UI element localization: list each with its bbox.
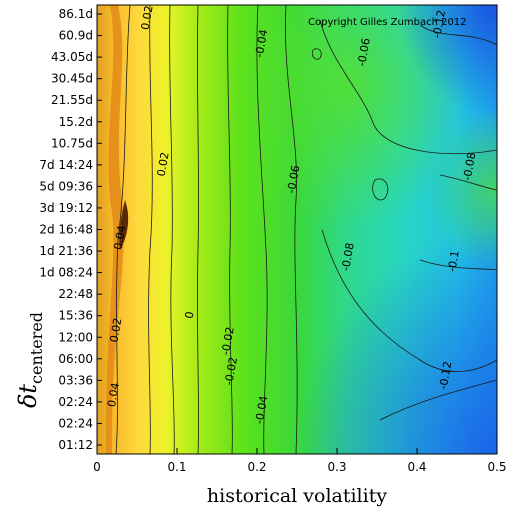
copyright-text: Copyright Gilles Zumbach 2012 [308, 17, 467, 28]
x-tick-label: 0.2 [247, 460, 266, 474]
x-tick-label: 0 [93, 460, 101, 474]
contour-line [227, 5, 233, 454]
y-axis-title-sub: centered [27, 312, 46, 384]
contour-line [419, 24, 497, 46]
contour-label: -0.1 [445, 250, 462, 273]
y-tick-label: 43.05d [51, 50, 93, 64]
contour-label: -0.02 [222, 356, 240, 386]
contour-label: 0.04 [105, 382, 122, 408]
y-tick-label: 1d 08:24 [39, 266, 93, 280]
y-tick-label: 06:00 [58, 352, 93, 366]
contour-label: -0.06 [285, 164, 303, 194]
y-tick-label: 22:48 [58, 287, 93, 301]
plot-area [97, 5, 497, 454]
contour-label: -0.04 [253, 28, 271, 58]
contour-label: -0.12 [437, 360, 455, 390]
y-tick-label: 7d 14:24 [39, 158, 93, 172]
contour-labels: 0.02 0.02 0.04 0.02 0.04 0 -0.02-0.02 -0.04 -0.0… [105, 5, 478, 426]
y-tick-label: 1d 21:36 [39, 244, 93, 258]
contour-line [285, 5, 298, 454]
y-tick-label: 12:00 [58, 330, 93, 344]
contour-line [169, 5, 175, 454]
contour-label: 0 [183, 311, 197, 320]
contour-label: 0.02 [139, 5, 156, 31]
contour-line [372, 178, 389, 201]
x-tick-label: 0.1 [167, 460, 186, 474]
contour-line [197, 5, 199, 454]
contour-label: 0.02 [107, 317, 124, 343]
y-tick-label: 3d 19:12 [39, 201, 93, 215]
contour-label: -0.04 [253, 395, 271, 425]
y-axis-title-main: δt [14, 384, 42, 408]
contour-line [115, 5, 131, 454]
y-tick-label: 30.45d [51, 72, 93, 86]
y-tick-label: 15:36 [58, 309, 93, 323]
contour-line [321, 229, 497, 372]
x-tick-label: 0.4 [407, 460, 426, 474]
contour-label: -0.08 [339, 242, 357, 272]
y-tick-label: 5d 09:36 [39, 179, 93, 193]
contour-line [439, 174, 497, 191]
y-tick-label: 01:12 [58, 438, 93, 452]
contour-line [419, 259, 497, 271]
y-axis-title: δtcentered [14, 312, 46, 408]
contour-line [379, 379, 497, 421]
y-tick-label: 02:24 [58, 395, 93, 409]
y-tick-label: 02:24 [58, 416, 93, 430]
x-tick-label: 0.3 [327, 460, 346, 474]
y-axis: 01:12 02:24 02:24 03:36 06:00 12:00 15:36 22:48… [39, 7, 102, 452]
contour-line [311, 48, 322, 60]
contour-label: 0.04 [111, 224, 128, 250]
contour-lines [115, 5, 497, 454]
contour-label: -0.08 [461, 151, 479, 181]
x-axis: 0 0.1 0.2 0.3 0.4 0.5 [93, 448, 507, 474]
y-tick-label: 86.1d [59, 7, 93, 21]
y-tick-label: 2d 16:48 [39, 223, 93, 237]
svg-text:δtcentered: δtcentered [14, 312, 46, 408]
contour-label: -0.02 [219, 326, 237, 356]
x-tick-label: 0.5 [487, 460, 506, 474]
y-tick-label: 10.75d [51, 136, 93, 150]
contour-label: -0.06 [355, 37, 373, 67]
ridge-core [119, 200, 129, 250]
ridge-band [105, 5, 124, 454]
contour-line [256, 5, 268, 454]
contour-line [148, 5, 153, 454]
y-tick-label: 03:36 [58, 373, 93, 387]
y-tick-label: 21.55d [51, 93, 93, 107]
contour-label: 0.02 [155, 151, 172, 177]
contour-label: -0.12 [430, 9, 448, 39]
x-axis-title: historical volatility [207, 485, 387, 507]
y-tick-label: 15.2d [59, 115, 93, 129]
y-tick-label: 60.9d [59, 29, 93, 43]
contour-line [319, 19, 497, 155]
